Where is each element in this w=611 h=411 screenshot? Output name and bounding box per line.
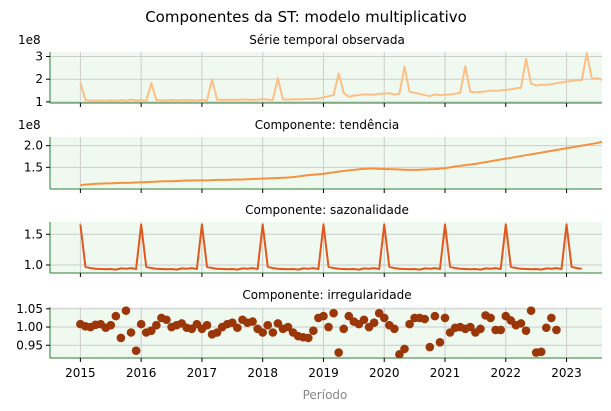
data-point (430, 311, 440, 321)
x-tick-label: 2018 (247, 366, 278, 380)
data-point (126, 328, 136, 337)
x-tick-label: 2022 (491, 366, 522, 380)
offset-label: 1e8 (18, 118, 41, 132)
data-point (268, 328, 278, 337)
series-line (79, 52, 603, 102)
data-point (233, 323, 242, 333)
y-tick-label: 1 (35, 95, 43, 109)
panels: 1 2 3 Série temporal observada 1e8 1.5 2.0 Comp… (16, 33, 603, 380)
data-point (476, 324, 485, 334)
panel-1: 1 2 3 Série temporal observada 1e8 (18, 33, 603, 109)
data-point (248, 317, 257, 326)
data-point (324, 322, 333, 332)
data-point (536, 347, 546, 357)
panel-4: 0.95 1.00 1.05 2015 2016 2017 2018 2019 2020 2021… (16, 288, 602, 380)
y-tick-label: 1.5 (24, 160, 43, 174)
data-point (390, 324, 399, 334)
data-point (202, 320, 212, 330)
data-point (466, 322, 475, 332)
data-point (319, 311, 328, 321)
x-tick-label: 2021 (430, 366, 461, 380)
x-tick-label: 2023 (551, 366, 582, 380)
data-point (359, 315, 369, 325)
panel-title: Componente: tendência (255, 118, 400, 132)
panel-title: Série temporal observada (249, 33, 405, 47)
data-point (339, 324, 349, 334)
data-point (334, 348, 343, 357)
data-point (212, 328, 222, 337)
panel-3: 1.0 1.5 Componente: sazonalidade (24, 203, 602, 277)
offset-label: 1e8 (18, 33, 41, 47)
data-point (303, 333, 313, 343)
data-point (152, 320, 161, 330)
data-point (344, 311, 354, 321)
data-point (405, 319, 414, 329)
x-tick-label: 2015 (65, 366, 96, 380)
data-point (283, 322, 293, 332)
y-tick-label: 1.00 (16, 320, 43, 334)
plot-background (50, 52, 602, 103)
data-point (309, 326, 318, 335)
series-line (80, 140, 603, 187)
data-point (106, 320, 116, 330)
data-point (146, 326, 156, 335)
data-point (136, 319, 146, 329)
x-tick-label: 2016 (126, 366, 157, 380)
y-tick-label: 2.0 (24, 139, 43, 153)
y-tick-label: 1.05 (16, 302, 43, 316)
data-point (121, 306, 131, 315)
panel-title: Componente: irregularidade (242, 288, 411, 302)
data-point (379, 313, 389, 323)
data-point (425, 342, 435, 352)
y-tick-label: 1.5 (24, 227, 43, 241)
data-point (516, 319, 526, 328)
data-point (395, 350, 404, 359)
data-point (486, 313, 495, 323)
x-tick-label: 2020 (369, 366, 400, 380)
data-point (369, 318, 379, 327)
x-tick-label: 2017 (187, 366, 218, 380)
y-tick-label: 3 (35, 50, 43, 64)
panel-title: Componente: sazonalidade (245, 203, 409, 217)
data-point (329, 308, 338, 318)
figure-title: Componentes da ST: modelo multiplicativo (145, 8, 467, 26)
x-tick-label: 2019 (308, 366, 339, 380)
data-point (521, 326, 531, 335)
data-point (552, 325, 561, 335)
data-point (435, 338, 445, 347)
data-point (440, 313, 450, 323)
data-point (496, 325, 506, 335)
series-line (79, 223, 582, 271)
data-point (162, 315, 171, 325)
data-point (547, 313, 556, 323)
data-point (273, 319, 283, 328)
data-point (131, 346, 141, 356)
data-point (420, 314, 430, 324)
data-point (526, 306, 536, 315)
plot-background (50, 137, 602, 189)
y-tick-label: 1.0 (24, 258, 43, 272)
x-axis-label: Período (303, 388, 348, 402)
panel-2: 1.5 2.0 Componente: tendência 1e8 (18, 118, 603, 193)
data-point (541, 323, 551, 333)
data-point (258, 328, 268, 337)
data-point (263, 320, 273, 330)
y-tick-label: 0.95 (16, 338, 43, 352)
data-point (111, 311, 121, 321)
y-tick-label: 2 (35, 72, 43, 86)
data-point (400, 344, 409, 354)
data-point (116, 333, 126, 343)
